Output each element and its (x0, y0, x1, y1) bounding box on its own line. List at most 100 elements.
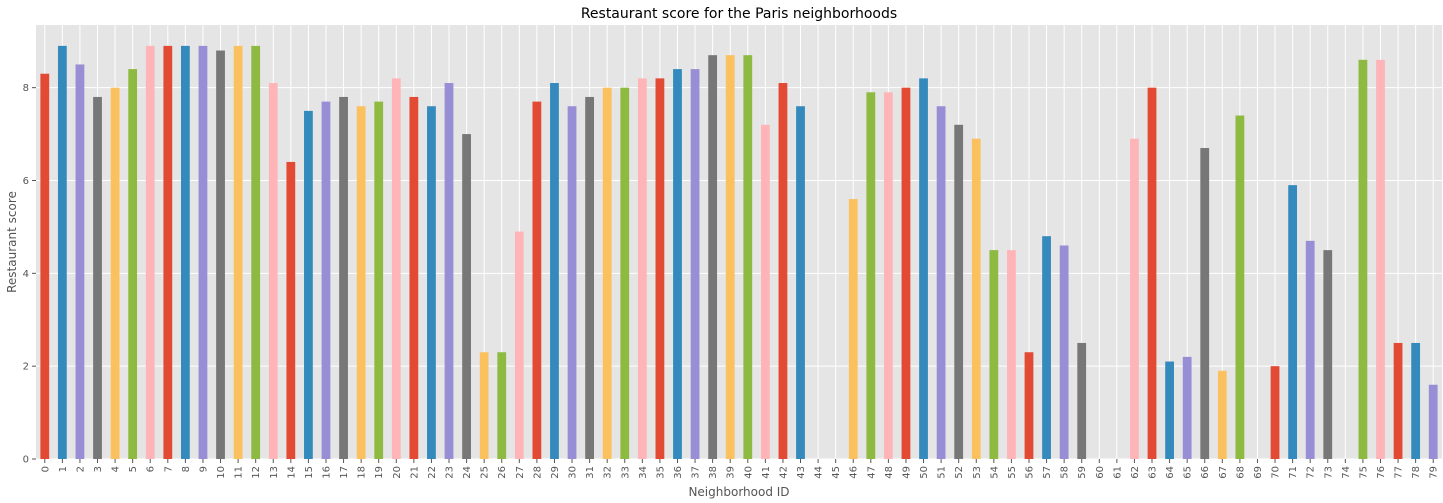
x-tick-label: 0 (40, 466, 51, 472)
bar-neighborhood-33 (620, 87, 630, 460)
y-tick-labels: 0 2 4 6 8 (23, 83, 36, 466)
x-tick-label: 44 (814, 466, 825, 479)
bar-neighborhood-12 (251, 45, 261, 460)
bar-neighborhood-16 (321, 101, 331, 460)
bar-neighborhood-18 (356, 106, 366, 459)
x-tick-label: 67 (1218, 466, 1229, 479)
bar-neighborhood-19 (374, 101, 384, 460)
bar-neighborhood-79 (1428, 384, 1438, 459)
bar-neighborhood-21 (409, 96, 419, 459)
bar-neighborhood-55 (1007, 250, 1016, 459)
x-tick-label: 28 (532, 466, 543, 479)
x-tick-label: 72 (1306, 466, 1317, 479)
bar-neighborhood-31 (585, 96, 595, 459)
bar-neighborhood-43 (796, 106, 805, 459)
bar-neighborhood-26 (497, 352, 507, 459)
x-tick-label: 54 (989, 466, 1000, 479)
y-tick-label: 2 (23, 362, 29, 373)
x-tick-label: 14 (286, 466, 297, 479)
x-tick-label: 4 (111, 466, 122, 472)
bar-neighborhood-17 (339, 96, 348, 459)
bar-neighborhood-73 (1323, 250, 1333, 459)
bar-neighborhood-7 (163, 45, 173, 460)
x-tick-label: 22 (427, 466, 438, 479)
x-tick-label: 5 (128, 466, 139, 472)
bar-neighborhood-72 (1305, 240, 1315, 459)
x-tick-label: 27 (515, 466, 526, 479)
x-axis-title: Neighborhood ID (688, 485, 789, 499)
bar-neighborhood-11 (233, 45, 243, 460)
x-tick-label: 36 (673, 466, 684, 479)
bar-neighborhood-1 (57, 45, 67, 460)
x-tick-label: 38 (708, 466, 719, 479)
x-tick-label: 45 (831, 466, 842, 479)
bar-neighborhood-59 (1077, 342, 1087, 459)
x-tick-label: 66 (1200, 466, 1211, 479)
bar-neighborhood-65 (1182, 356, 1192, 459)
bars (40, 45, 1438, 460)
bar-neighborhood-64 (1165, 361, 1174, 459)
bar-neighborhood-24 (462, 134, 471, 460)
plot-background (36, 25, 1442, 459)
x-tick-label: 21 (409, 466, 420, 479)
x-tick-label: 3 (93, 466, 104, 472)
bar-neighborhood-32 (602, 87, 612, 460)
x-tick-label: 46 (849, 466, 860, 479)
x-tick-label: 33 (620, 466, 631, 479)
bar-neighborhood-13 (268, 83, 278, 459)
bar-neighborhood-67 (1217, 370, 1227, 459)
bar-neighborhood-75 (1358, 59, 1368, 459)
x-tick-label: 37 (691, 466, 702, 479)
x-tick-label: 74 (1341, 466, 1352, 479)
x-tick-label: 47 (866, 466, 877, 479)
bar-neighborhood-53 (971, 138, 981, 459)
bar-neighborhood-66 (1200, 148, 1210, 459)
bar-neighborhood-20 (391, 78, 401, 460)
bar-neighborhood-58 (1059, 245, 1069, 459)
x-tick-label: 7 (163, 466, 174, 472)
bar-neighborhood-46 (848, 199, 858, 459)
y-tick-label: 0 (23, 455, 29, 466)
x-tick-label: 13 (269, 466, 280, 479)
bar-neighborhood-8 (180, 45, 190, 460)
bar-neighborhood-68 (1235, 115, 1245, 459)
x-tick-label: 59 (1077, 466, 1088, 479)
bar-neighborhood-35 (655, 78, 665, 460)
y-tick-label: 8 (23, 83, 29, 94)
bar-neighborhood-38 (708, 55, 718, 460)
x-tick-label: 6 (146, 466, 157, 472)
x-tick-label: 51 (937, 466, 948, 479)
x-tick-label: 31 (585, 466, 596, 479)
x-tick-label: 75 (1358, 466, 1369, 479)
x-tick-label: 30 (568, 466, 579, 479)
x-tick-labels: 0 1 2 3 4 5 6 7 8 9 10 11 12 13 14 15 16 17 18 19 20 21 22 23 24… (40, 459, 1440, 479)
bar-neighborhood-56 (1024, 352, 1034, 459)
bar-neighborhood-27 (514, 231, 524, 459)
x-tick-label: 77 (1394, 466, 1405, 479)
x-tick-label: 64 (1165, 466, 1176, 479)
x-tick-label: 34 (638, 466, 649, 479)
x-tick-label: 18 (357, 466, 368, 479)
bar-neighborhood-39 (725, 55, 735, 460)
y-tick-label: 6 (23, 176, 29, 187)
bar-neighborhood-48 (883, 92, 893, 459)
x-tick-label: 52 (954, 466, 965, 479)
x-tick-label: 69 (1253, 466, 1264, 479)
x-tick-label: 35 (655, 466, 666, 479)
bar-neighborhood-34 (637, 78, 647, 460)
bar-neighborhood-36 (673, 69, 682, 460)
bar-neighborhood-2 (75, 64, 85, 460)
bar-neighborhood-77 (1393, 342, 1403, 459)
x-tick-label: 25 (480, 466, 491, 479)
bar-neighborhood-25 (479, 352, 489, 459)
x-tick-label: 62 (1130, 466, 1141, 479)
bar-neighborhood-49 (901, 87, 911, 460)
bar-neighborhood-50 (919, 78, 928, 460)
x-tick-label: 56 (1024, 466, 1035, 479)
bar-neighborhood-47 (866, 92, 876, 459)
x-tick-label: 20 (392, 466, 403, 479)
x-tick-label: 32 (603, 466, 614, 479)
x-tick-label: 29 (550, 466, 561, 479)
bar-neighborhood-76 (1376, 59, 1385, 459)
x-tick-label: 42 (778, 466, 789, 479)
